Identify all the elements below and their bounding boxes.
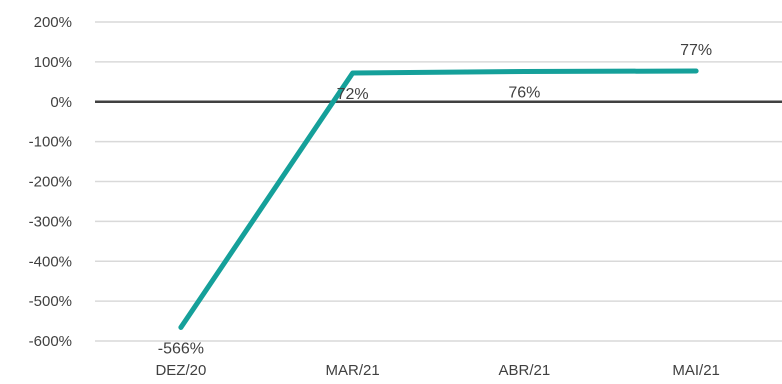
x-tick-label: MAI/21 [672, 362, 720, 379]
y-tick-label: -200% [29, 174, 72, 191]
x-tick-label: ABR/21 [499, 362, 551, 379]
series-lines [178, 68, 699, 330]
data-labels: -566% 72% 76% 77% [158, 42, 712, 357]
y-tick-label: -300% [29, 213, 72, 230]
y-tick-label: 200% [34, 14, 72, 31]
y-tick-label: 0% [50, 94, 72, 111]
data-label: 76% [508, 84, 540, 101]
y-tick-label: -500% [29, 293, 72, 310]
data-label: 72% [337, 86, 369, 103]
series-line [178, 68, 699, 330]
y-tick-label: -100% [29, 134, 72, 151]
y-tick-label: -400% [29, 253, 72, 270]
y-tick-label: -600% [29, 333, 72, 350]
y-axis-tick-labels: 200% 100% 0% -100% -200% -300% -400% -500% -600% [29, 14, 72, 350]
x-axis-tick-labels: DEZ/20 MAR/21 ABR/21 MAI/21 [155, 362, 719, 379]
data-label: 77% [680, 42, 712, 59]
x-tick-label: DEZ/20 [155, 362, 206, 379]
y-tick-label: 100% [34, 54, 72, 71]
x-tick-label: MAR/21 [326, 362, 380, 379]
gridlines [95, 21, 782, 342]
data-label: -566% [158, 340, 204, 357]
